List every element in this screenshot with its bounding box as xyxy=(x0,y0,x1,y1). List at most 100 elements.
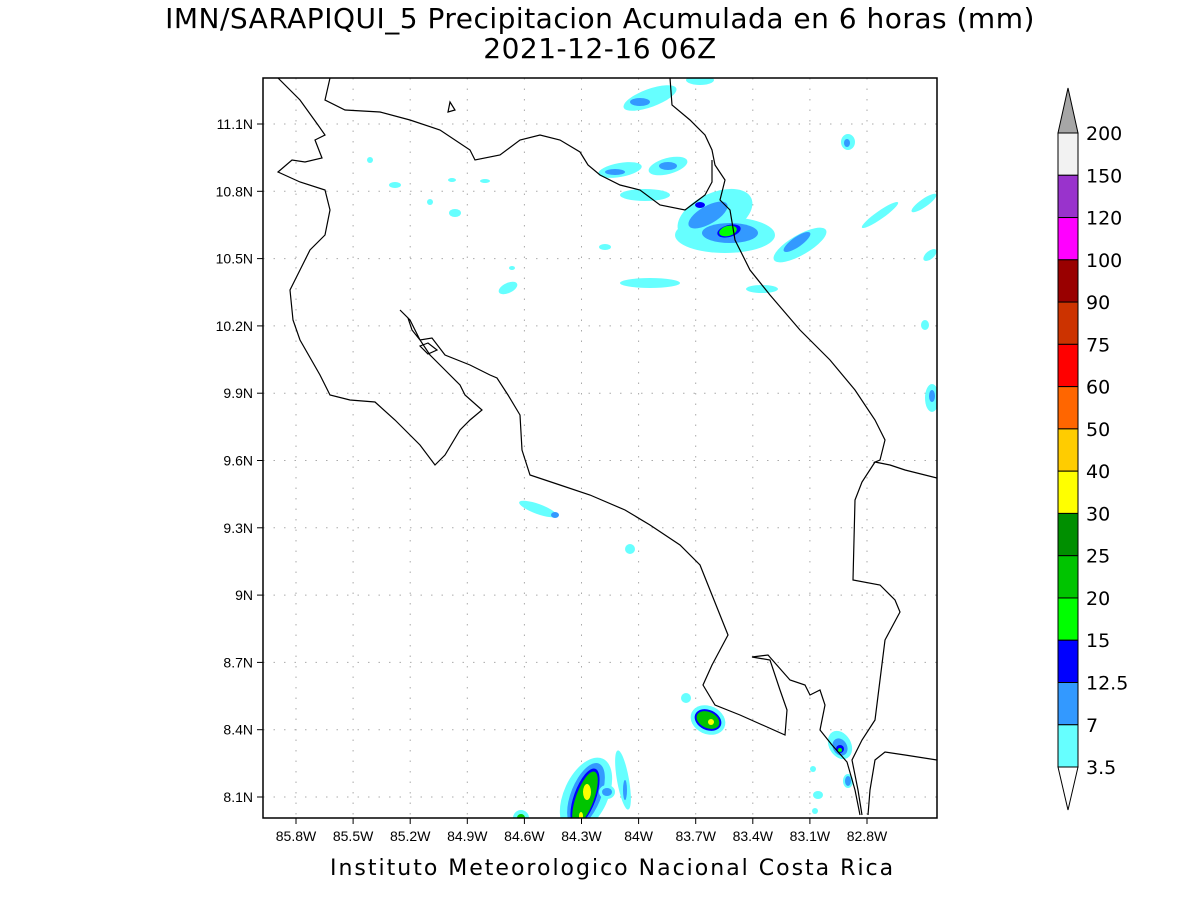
colorbar-label: 60 xyxy=(1086,377,1110,399)
y-tick-label: 10.2N xyxy=(216,318,253,334)
pacific-coastline xyxy=(276,78,861,816)
precip-cell xyxy=(389,182,401,188)
x-tick-label: 84.6W xyxy=(504,828,545,844)
caribbean-coastline xyxy=(669,78,937,479)
map-subtitle: 2021-12-16 06Z xyxy=(483,32,717,65)
precip-cell xyxy=(605,169,625,175)
precip-cell xyxy=(480,179,490,183)
colorbar-label: 75 xyxy=(1086,334,1110,356)
precip-cell xyxy=(686,78,714,85)
colorbar-label: 7 xyxy=(1086,715,1098,737)
colorbar-swatch xyxy=(1057,132,1079,176)
y-tick-label: 9.9N xyxy=(223,385,253,401)
precip-cell xyxy=(810,766,816,772)
colorbar-label: 30 xyxy=(1086,503,1110,525)
colorbar-swatch xyxy=(1057,682,1079,726)
precip-cell xyxy=(620,189,670,201)
y-tick-label: 8.1N xyxy=(223,789,253,805)
colorbar-swatch xyxy=(1057,639,1079,684)
colorbar-swatch xyxy=(1057,217,1079,261)
colorbar-label: 150 xyxy=(1086,165,1122,187)
precip-cell xyxy=(659,162,677,170)
precip-cell xyxy=(923,249,937,261)
precip-cell xyxy=(783,231,811,253)
panama-border xyxy=(851,461,901,816)
precip-cell xyxy=(630,98,650,106)
colorbar-swatch xyxy=(1057,512,1079,557)
precip-cell xyxy=(921,320,929,330)
colorbar-label: 200 xyxy=(1086,123,1122,145)
precipitation-fields xyxy=(367,78,937,818)
x-tick-label: 83.7W xyxy=(675,828,716,844)
precip-cell xyxy=(583,784,591,800)
y-tick-label: 9N xyxy=(235,587,253,603)
colorbar-swatch xyxy=(1057,597,1079,641)
colorbar-swatch xyxy=(1057,259,1079,303)
precip-cell xyxy=(844,139,850,147)
x-tick-label: 83.1W xyxy=(790,828,831,844)
precip-cell xyxy=(929,390,935,402)
precip-cell xyxy=(813,791,823,799)
colorbar-label: 12.5 xyxy=(1086,673,1128,695)
precip-cell xyxy=(696,711,720,729)
precip-cell xyxy=(845,776,851,786)
y-tick-label: 10.5N xyxy=(216,251,253,267)
colorbar-label: 3.5 xyxy=(1086,757,1116,779)
y-tick-label: 8.4N xyxy=(223,722,253,738)
x-tick-label: 84.3W xyxy=(561,828,602,844)
colorbar-label: 120 xyxy=(1086,208,1122,230)
colorbar-swatch xyxy=(1057,555,1079,599)
gridlines xyxy=(263,78,937,818)
precip-cell xyxy=(498,281,518,295)
precip-cell xyxy=(620,278,680,288)
y-tick-label: 9.3N xyxy=(223,520,253,536)
colorbar-label: 15 xyxy=(1086,630,1110,652)
y-tick-label: 10.8N xyxy=(216,183,253,199)
precip-cell xyxy=(625,544,635,554)
precip-cell xyxy=(911,193,937,213)
colorbar-label: 50 xyxy=(1086,419,1110,441)
colorbar-label: 25 xyxy=(1086,546,1110,568)
colorbar-swatch xyxy=(1057,174,1079,219)
precip-cell xyxy=(695,202,705,208)
map-frame xyxy=(262,77,938,819)
colorbar-over-triangle xyxy=(1057,87,1079,134)
x-tick-label: 84W xyxy=(624,828,654,844)
precip-cell xyxy=(708,719,714,725)
precip-cell xyxy=(448,178,456,182)
precip-cell xyxy=(551,512,559,518)
x-tick-label: 84.9W xyxy=(447,828,488,844)
coastlines xyxy=(276,78,937,816)
colorbar-swatch xyxy=(1057,343,1079,388)
precip-cell xyxy=(719,225,737,237)
axes: 85.8W 85.5W 85.2W 84.9W 84.6W 84.3W 84W 83.7W 83… xyxy=(216,116,888,844)
precip-cell xyxy=(812,808,818,814)
colorbar-swatch xyxy=(1057,386,1079,430)
precip-cell xyxy=(861,201,899,229)
colorbar-label: 90 xyxy=(1086,292,1110,314)
precip-cell xyxy=(623,780,627,800)
x-tick-label: 85.5W xyxy=(333,828,374,844)
x-tick-label: 85.2W xyxy=(390,828,431,844)
precip-cell xyxy=(509,266,515,270)
precip-cell xyxy=(746,285,778,293)
precip-cell xyxy=(579,812,583,818)
colorbar-swatch xyxy=(1057,428,1079,472)
nicaragua-border xyxy=(324,78,713,211)
precip-cell xyxy=(681,693,691,703)
map-title: IMN/SARAPIQUI_5 Precipitacion Acumulada … xyxy=(165,2,1035,35)
precip-cell xyxy=(838,748,842,752)
precip-cell xyxy=(615,750,631,810)
x-tick-label: 85.8W xyxy=(276,828,317,844)
precip-cell xyxy=(449,209,461,217)
isla-chira xyxy=(418,342,439,355)
colorbar-label: 40 xyxy=(1086,461,1110,483)
colorbar-legend: 200 150 120 100 90 75 60 50 40 30 25 20 15 12.5 7 3.5 xyxy=(1057,87,1128,811)
colorbar-swatch xyxy=(1057,301,1079,345)
precip-cell xyxy=(517,814,525,818)
precip-cell xyxy=(367,157,373,163)
colorbar-label: 20 xyxy=(1086,588,1110,610)
island-lake-nicaragua xyxy=(447,100,456,113)
colorbar-swatch xyxy=(1057,470,1079,514)
